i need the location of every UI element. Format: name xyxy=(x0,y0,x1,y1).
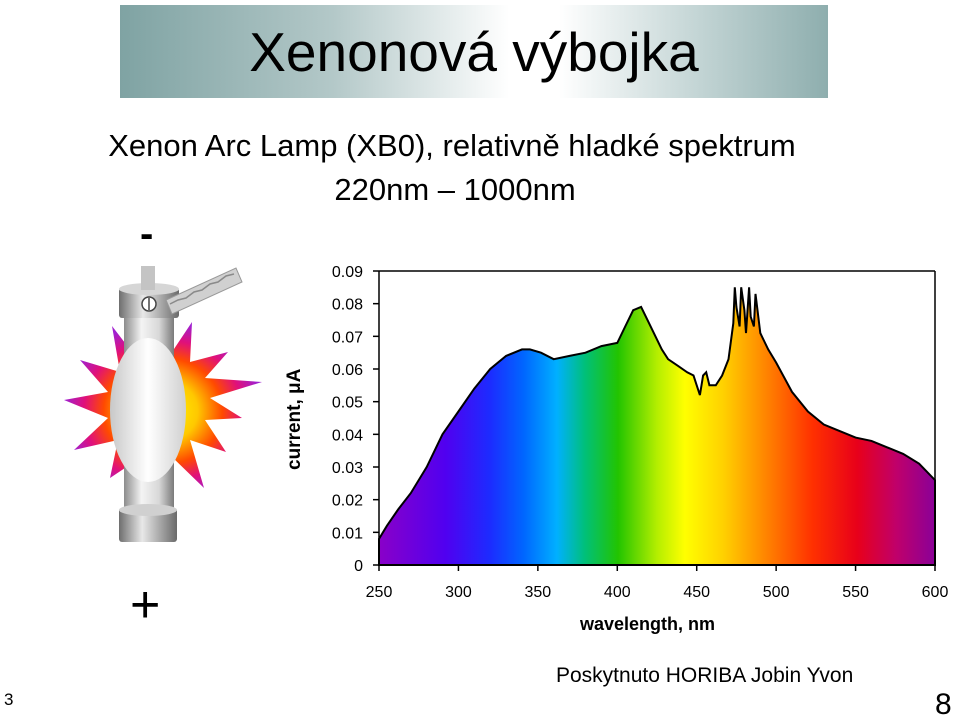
y-tick-label: 0.05 xyxy=(332,395,363,412)
x-axis-label: wavelength, nm xyxy=(580,614,716,634)
page-number-right: 8 xyxy=(935,688,952,721)
y-tick-label: 0.02 xyxy=(332,493,363,510)
y-axis-label: current, μA xyxy=(284,368,305,470)
x-tick-label: 600 xyxy=(922,584,949,601)
minus-label: - xyxy=(140,212,154,256)
page-number-left: 3 xyxy=(4,690,14,709)
x-tick-label: 450 xyxy=(683,584,710,601)
x-tick-label: 550 xyxy=(842,584,869,601)
y-tick-label: 0 xyxy=(354,558,363,575)
x-tick-label: 400 xyxy=(604,584,631,601)
subtitle-line-2: 220nm – 1000nm xyxy=(334,172,576,207)
x-tick-label: 250 xyxy=(366,584,393,601)
x-tick-label: 300 xyxy=(445,584,472,601)
y-tick-label: 0.09 xyxy=(332,264,363,281)
y-tick-label: 0.08 xyxy=(332,297,363,314)
y-tick-label: 0.07 xyxy=(332,329,363,346)
subtitle-line-1: Xenon Arc Lamp (XB0), relativně hladké s… xyxy=(108,128,796,163)
slide-title: Xenonová výbojka xyxy=(249,20,699,83)
plus-label: + xyxy=(130,576,161,634)
y-tick-label: 0.01 xyxy=(332,525,363,542)
y-tick-label: 0.03 xyxy=(332,460,363,477)
x-ticks: 250 300 350 400 450 500 550 600 xyxy=(366,565,949,601)
y-tick-label: 0.04 xyxy=(332,427,363,444)
bottom-cap xyxy=(119,508,177,542)
x-tick-label: 500 xyxy=(763,584,790,601)
spectrum-area xyxy=(378,287,936,566)
top-pin xyxy=(141,266,155,290)
bottom-cap-rim xyxy=(119,504,177,516)
y-ticks: 0 0.01 0.02 0.03 0.04 0.05 0.06 0.07 0.08 0.09 xyxy=(332,264,379,575)
y-tick-label: 0.06 xyxy=(332,362,363,379)
credit-text: Poskytnuto HORIBA Jobin Yvon xyxy=(556,664,854,687)
lamp-illustration xyxy=(64,266,262,542)
cable xyxy=(165,267,243,315)
spectrum-chart: 0 0.01 0.02 0.03 0.04 0.05 0.06 0.07 0.08 0.09 25… xyxy=(332,264,949,601)
bulb xyxy=(110,338,186,482)
title-banner: Xenonová výbojka xyxy=(120,5,828,98)
x-tick-label: 350 xyxy=(525,584,552,601)
